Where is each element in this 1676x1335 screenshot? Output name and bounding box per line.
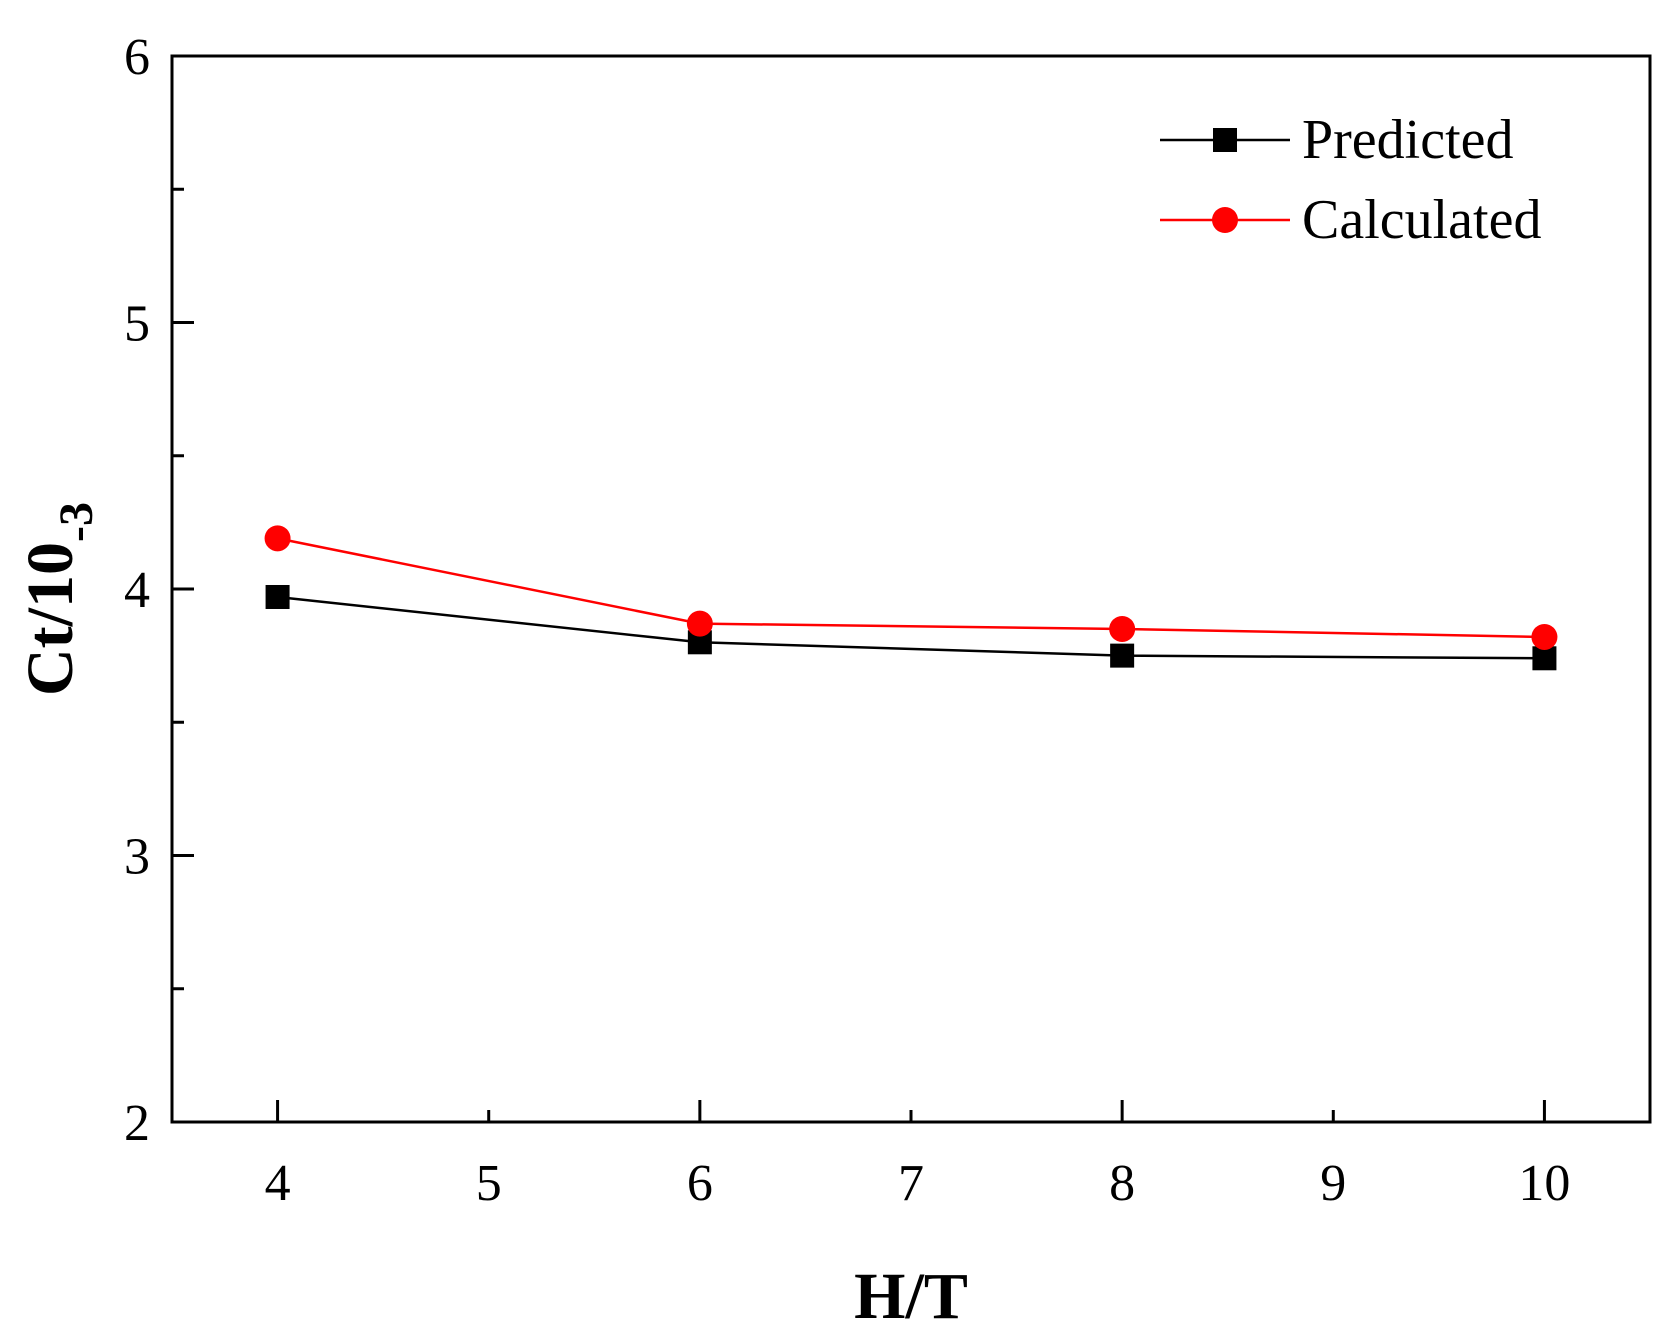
y-tick-label: 6 [124, 29, 150, 86]
data-point-predicted [265, 584, 290, 609]
data-point-calculated [264, 525, 291, 552]
y-axis-title-main: Ct/10 [14, 542, 87, 696]
x-tick-label: 7 [898, 1155, 924, 1212]
plot-frame [170, 54, 1652, 1124]
x-tick-label: 8 [1109, 1155, 1135, 1212]
y-tick-label: 5 [124, 296, 150, 353]
x-axis-title: H/T [854, 1260, 968, 1333]
y-axis-title-sub: -3 [50, 502, 103, 542]
x-tick-label: 5 [476, 1155, 502, 1212]
y-tick-label: 3 [124, 829, 150, 886]
y-tick-label: 4 [124, 562, 150, 619]
data-point-predicted [1110, 643, 1135, 668]
data-point-predicted [1532, 646, 1557, 671]
y-axis-title: Ct/10-3 [14, 502, 103, 696]
legend-label-calculated: Calculated [1302, 189, 1541, 251]
x-tick-label: 9 [1320, 1155, 1346, 1212]
data-point-calculated [686, 610, 713, 637]
data-point-calculated [1531, 623, 1558, 650]
y-tick-label: 2 [124, 1095, 150, 1152]
legend-marker-calculated [1212, 207, 1238, 233]
x-tick-label: 10 [1518, 1155, 1570, 1212]
x-tick-label: 6 [687, 1155, 713, 1212]
x-tick-label: 4 [265, 1155, 291, 1212]
series-line-predicted [277, 595, 1545, 660]
series-line-calculated [277, 537, 1545, 639]
legend: Predicted Calculated [1160, 109, 1541, 251]
series-layer [264, 525, 1558, 671]
legend-label-predicted: Predicted [1302, 109, 1513, 171]
ticks-layer: 4 5 6 7 8 9 10 2 3 4 5 6 [124, 29, 1570, 1212]
series-calculated [264, 525, 1558, 650]
series-predicted [265, 584, 1557, 671]
data-point-calculated [1109, 615, 1136, 642]
legend-marker-predicted [1213, 128, 1237, 152]
